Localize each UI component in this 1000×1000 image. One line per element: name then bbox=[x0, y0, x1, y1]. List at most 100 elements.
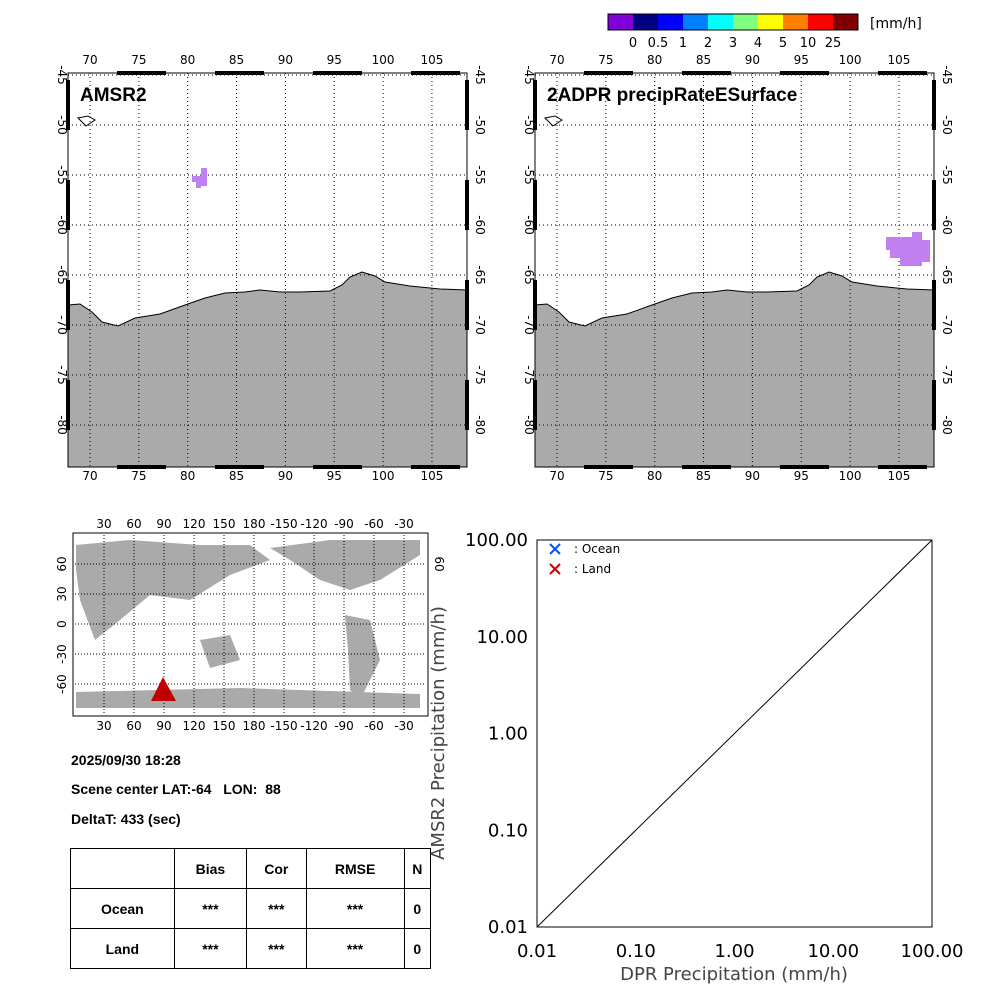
cell: *** bbox=[246, 888, 307, 929]
lat-label: -65 bbox=[473, 265, 487, 285]
colorbar-label: 1 bbox=[679, 36, 687, 51]
lon-label: -120 bbox=[300, 719, 327, 733]
panel-title: AMSR2 bbox=[80, 85, 147, 106]
colorbar-label: 0 bbox=[629, 36, 637, 51]
island bbox=[543, 115, 563, 127]
table-row: Ocean *** *** *** 0 bbox=[70, 888, 432, 929]
lat-label: -45 bbox=[55, 65, 69, 85]
stats-table: Bias Cor RMSE N Ocean *** *** *** 0 Land *** *** *… bbox=[70, 848, 432, 969]
lat-label: -60 bbox=[940, 215, 954, 235]
lon-label: -60 bbox=[364, 719, 384, 733]
frame-tick bbox=[682, 71, 731, 75]
colorbar-label: 2 bbox=[704, 36, 712, 51]
header-cell: Bias bbox=[173, 848, 248, 889]
colorbar-unit: [mm/h] bbox=[870, 16, 922, 32]
lat-label: -70 bbox=[522, 315, 536, 335]
lon-label: 90 bbox=[745, 469, 760, 483]
frame-tick bbox=[878, 465, 927, 469]
lon-label: 95 bbox=[794, 53, 809, 67]
lon-label: -60 bbox=[364, 517, 384, 531]
lon-label: 100 bbox=[372, 469, 395, 483]
lon-label: 105 bbox=[887, 53, 910, 67]
lon-label: 85 bbox=[229, 469, 244, 483]
frame-tick bbox=[932, 380, 936, 430]
table-row: Land *** *** *** 0 bbox=[70, 928, 432, 969]
frame-tick bbox=[932, 280, 936, 330]
frame-tick bbox=[584, 71, 633, 75]
colorbar-swatch bbox=[833, 14, 858, 30]
lat-label: -45 bbox=[473, 65, 487, 85]
lat-label: -65 bbox=[55, 265, 69, 285]
lon-label: 150 bbox=[213, 517, 236, 531]
lon-label: 70 bbox=[82, 53, 97, 67]
lon-label: 100 bbox=[839, 53, 862, 67]
lat-label: -80 bbox=[473, 415, 487, 435]
frame-tick bbox=[313, 71, 362, 75]
colorbar-label: 3 bbox=[729, 36, 737, 51]
frame-tick bbox=[465, 180, 469, 230]
lon-label: 85 bbox=[696, 469, 711, 483]
lon-label: 70 bbox=[549, 469, 564, 483]
header-cell: RMSE bbox=[305, 848, 405, 889]
frame-tick bbox=[533, 280, 537, 330]
header-cell: Cor bbox=[246, 848, 307, 889]
colorbar-swatch bbox=[783, 14, 808, 30]
lat-label: -45 bbox=[940, 65, 954, 85]
frame-tick bbox=[465, 380, 469, 430]
lat-label: -65 bbox=[940, 265, 954, 285]
frame-tick bbox=[932, 180, 936, 230]
frame-tick bbox=[215, 465, 264, 469]
lat-label: -80 bbox=[55, 415, 69, 435]
rain-area bbox=[886, 232, 930, 266]
frame-tick bbox=[780, 71, 829, 75]
lat-label: -75 bbox=[55, 365, 69, 385]
lon-label: 120 bbox=[183, 719, 206, 733]
x-tick-label: 10.00 bbox=[807, 941, 859, 962]
legend-marker bbox=[549, 543, 561, 555]
lat-label: -50 bbox=[522, 115, 536, 135]
lat-label: 30 bbox=[55, 586, 69, 601]
x-tick-label: 1.00 bbox=[714, 941, 754, 962]
scene-location-marker bbox=[151, 677, 176, 701]
header-cell: N bbox=[403, 848, 432, 889]
lat-label: -70 bbox=[55, 315, 69, 335]
lat-label: -75 bbox=[940, 365, 954, 385]
colorbar-swatch bbox=[608, 14, 633, 30]
lon-label: 95 bbox=[794, 469, 809, 483]
x-tick-label: 100.00 bbox=[901, 941, 964, 962]
frame-tick bbox=[66, 80, 70, 130]
colorbar-label: 10 bbox=[800, 36, 817, 51]
frame-tick bbox=[533, 80, 537, 130]
table-header: Bias Cor RMSE N bbox=[70, 848, 432, 889]
lon-label: 90 bbox=[156, 517, 171, 531]
lat-label: -55 bbox=[940, 165, 954, 185]
lat-label: -55 bbox=[522, 165, 536, 185]
antarctica-land bbox=[67, 271, 468, 468]
map-frame bbox=[67, 72, 468, 468]
legend-label: : Land bbox=[574, 562, 611, 576]
colorbar-swatch bbox=[733, 14, 758, 30]
frame-tick bbox=[66, 380, 70, 430]
lon-label: 100 bbox=[372, 53, 395, 67]
lon-label: 105 bbox=[420, 53, 443, 67]
lon-label: 100 bbox=[839, 469, 862, 483]
one-to-one-line bbox=[536, 539, 933, 928]
lat-label: -60 bbox=[55, 215, 69, 235]
lon-label: 75 bbox=[598, 469, 613, 483]
datetime: 2025/09/30 18:28 bbox=[71, 752, 181, 768]
colorbar-swatch bbox=[658, 14, 683, 30]
lon-label: -120 bbox=[300, 517, 327, 531]
lon-label: 75 bbox=[131, 469, 146, 483]
y-axis-label: AMSR2 Precipitation (mm/h) bbox=[428, 606, 449, 860]
colorbar-swatch bbox=[808, 14, 833, 30]
lon-label: 95 bbox=[327, 469, 342, 483]
lon-label: 80 bbox=[180, 53, 195, 67]
colorbar-swatch bbox=[758, 14, 783, 30]
frame-tick bbox=[66, 180, 70, 230]
frame-tick bbox=[465, 280, 469, 330]
lon-label: 75 bbox=[598, 53, 613, 67]
colorbar-label: 25 bbox=[825, 36, 842, 51]
frame-tick bbox=[313, 465, 362, 469]
